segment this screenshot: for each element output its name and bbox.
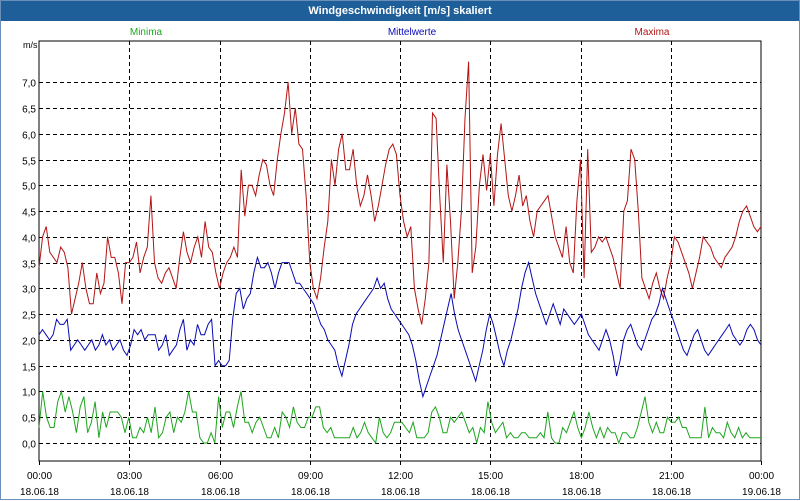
series-line-maxima: [38, 61, 762, 325]
x-tick-time: 00:00: [27, 471, 52, 482]
x-tick-time: 06:00: [208, 471, 233, 482]
x-tick-time: 00:00: [749, 471, 774, 482]
y-tick-label: 6,5: [22, 105, 36, 116]
x-tick-date: 18.06.18: [291, 487, 330, 498]
y-tick-label: 0,0: [22, 440, 36, 451]
y-tick-label: 3,5: [22, 260, 36, 271]
y-axis-label: m/s: [23, 40, 38, 50]
y-tick-label: 7,0: [22, 79, 36, 90]
x-tick-date: 18.06.18: [20, 487, 59, 498]
x-tick-time: 09:00: [298, 471, 323, 482]
y-tick-label: 5,5: [22, 157, 36, 168]
x-tick-time: 18:00: [569, 471, 594, 482]
x-tick-date: 18.06.18: [201, 487, 240, 498]
y-tick-label: 0,5: [22, 414, 36, 425]
legend-maxima: Maxima: [634, 27, 669, 38]
x-tick-time: 03:00: [117, 471, 142, 482]
y-tick-label: 3,0: [22, 285, 36, 296]
y-tick-label: 1,5: [22, 363, 36, 374]
y-tick-label: 2,5: [22, 311, 36, 322]
legend-minima: Minima: [130, 27, 163, 38]
y-tick-label: 5,0: [22, 182, 36, 193]
window-title: Windgeschwindigkeit [m/s] skaliert: [1, 1, 799, 21]
y-tick-label: 4,5: [22, 208, 36, 219]
series-line-minima: [38, 389, 761, 445]
y-tick-label: 1,0: [22, 388, 36, 399]
x-tick-time: 21:00: [659, 471, 684, 482]
x-tick-date: 18.06.18: [110, 487, 149, 498]
x-tick-date: 18.06.18: [471, 487, 510, 498]
y-tick-label: 2,0: [22, 337, 36, 348]
x-tick-time: 12:00: [388, 471, 413, 482]
x-tick-date: 18.06.18: [562, 487, 601, 498]
x-tick-date: 18.06.18: [381, 487, 420, 498]
y-tick-label: 4,0: [22, 234, 36, 245]
series-line-mittelwerte: [38, 255, 762, 399]
x-tick-date: 19.06.18: [742, 487, 781, 498]
x-tick-time: 15:00: [478, 471, 503, 482]
x-tick-date: 18.06.18: [652, 487, 691, 498]
legend-mittelwerte: Mittelwerte: [388, 27, 437, 38]
y-tick-label: 6,0: [22, 131, 36, 142]
